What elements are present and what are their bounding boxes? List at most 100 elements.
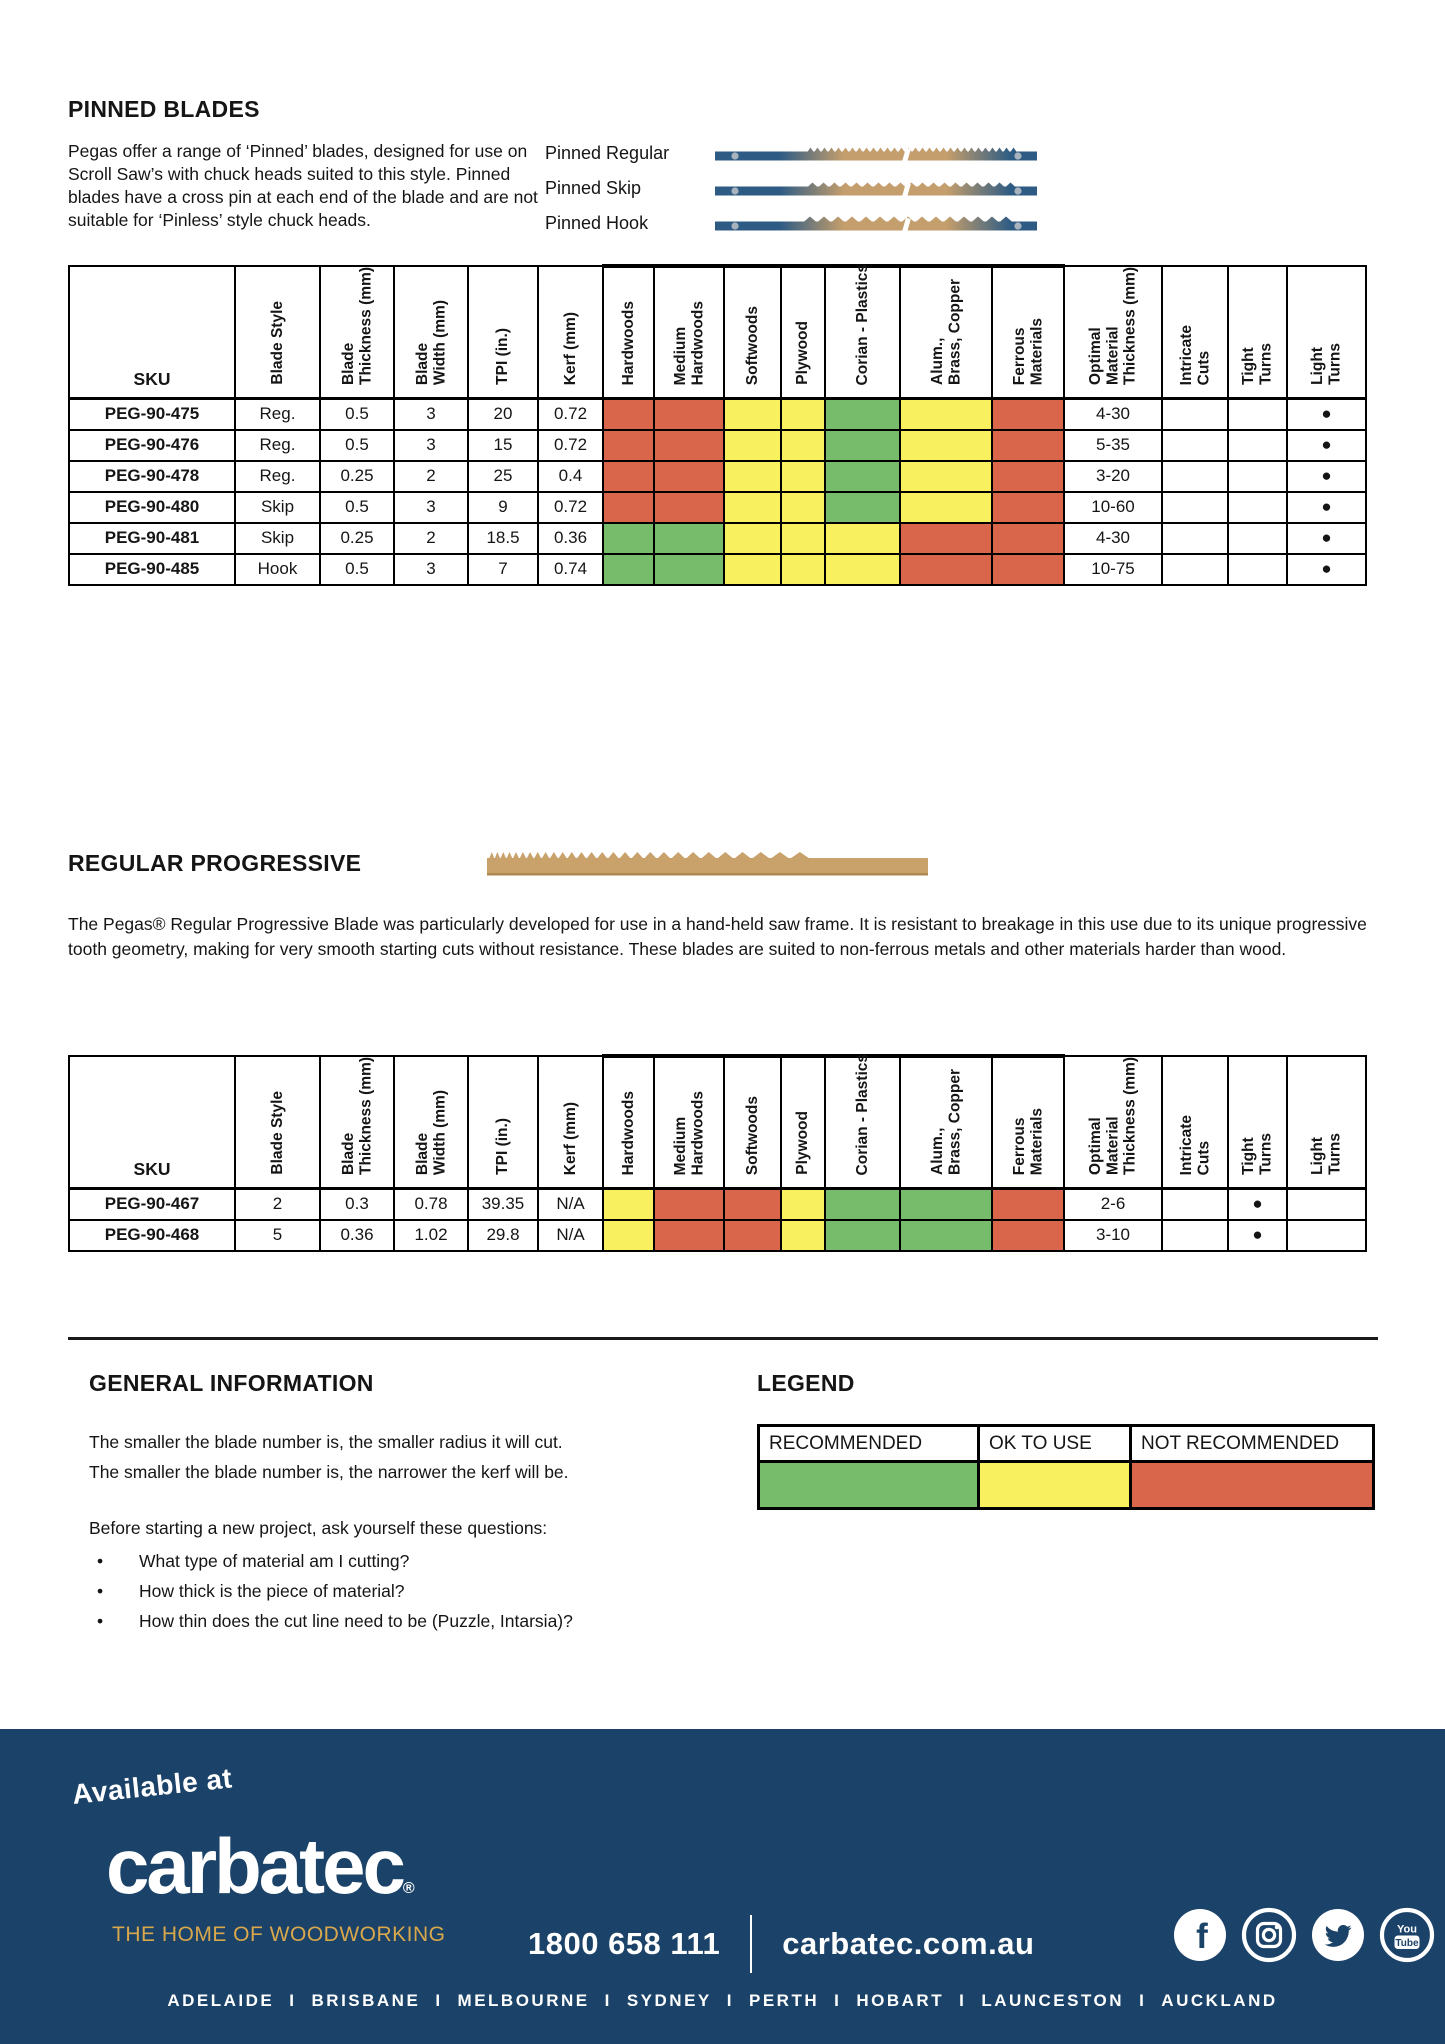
column-header: Light Turns [1286, 1055, 1367, 1191]
table-row: PEG-90-468 5 0.36 1.02 29.8 N/A 3-10 ● [68, 1218, 1367, 1252]
city-name: HOBART [856, 1991, 945, 2010]
rating-cell [780, 428, 826, 462]
column-header: Corian - Plastics [824, 264, 901, 401]
value-cell: 20 [467, 397, 539, 431]
questions-intro: Before starting a new project, ask yours… [89, 1517, 548, 1538]
pinned-blade-list: Pinned Regular Pinned Skip Pinned Ho [545, 136, 1037, 241]
value-cell: 1.02 [393, 1218, 469, 1252]
rating-cell [991, 490, 1065, 524]
pinned-intro-paragraph: Pegas offer a range of ‘Pinned’ blades, … [68, 141, 538, 230]
city-separator: I [435, 1991, 443, 2010]
rating-cell [780, 490, 826, 524]
facebook-icon: f [1174, 1909, 1226, 1961]
value-cell: 15 [467, 428, 539, 462]
rating-cell [602, 397, 655, 431]
website-url: carbatec.com.au [782, 1926, 1035, 1961]
phone-number: 1800 658 111 [528, 1926, 721, 1961]
value-cell: 5-35 [1063, 428, 1163, 462]
rating-cell [602, 490, 655, 524]
legend-table: RECOMMENDED OK TO USE NOT RECOMMENDED [757, 1424, 1375, 1510]
pinned-skip-blade-image [715, 182, 1037, 198]
column-header: Blade Style [234, 1055, 321, 1191]
available-at-text: Available at [70, 1762, 234, 1811]
value-cell: ● [1286, 552, 1367, 586]
progressive-blade-image [487, 852, 928, 876]
value-cell [1227, 552, 1288, 586]
pinned-hook-row: Pinned Hook [545, 206, 1037, 241]
rating-cell [899, 459, 993, 493]
value-cell: 10-75 [1063, 552, 1163, 586]
progressive-table: SKU Blade Style Blade Thickness (mm) Blade … [68, 1054, 1367, 1252]
legend-label: RECOMMENDED [757, 1424, 980, 1463]
regular-progressive-title: REGULAR PROGRESSIVE [68, 850, 362, 876]
value-cell: 10-60 [1063, 490, 1163, 524]
social-icons: f You Tube [1172, 1907, 1435, 1963]
value-cell: 3 [393, 552, 469, 586]
value-cell: ● [1286, 490, 1367, 524]
value-cell: 2 [393, 459, 469, 493]
progressive-header: REGULAR PROGRESSIVE [68, 850, 930, 880]
value-cell: 0.72 [537, 397, 604, 431]
legend-label: NOT RECOMMENDED [1129, 1424, 1375, 1463]
pinned-skip-row: Pinned Skip [545, 171, 1037, 206]
rating-cell [991, 1218, 1065, 1252]
rating-cell [780, 397, 826, 431]
column-header: Hardwoods [602, 1054, 655, 1191]
city-separator: I [834, 1991, 842, 2010]
table-row: PEG-90-480 Skip 0.5 3 9 0.72 10-60 ● [68, 490, 1367, 524]
sku-cell: PEG-90-476 [68, 428, 236, 462]
table-row: PEG-90-478 Reg. 0.25 2 25 0.4 3-20 ● [68, 459, 1367, 493]
column-header: Alum., Brass, Copper [899, 1054, 993, 1191]
registered-mark: ® [402, 1880, 415, 1897]
page-title: PINNED BLADES [68, 96, 260, 122]
value-cell: 0.5 [319, 428, 395, 462]
value-cell: 0.5 [319, 552, 395, 586]
value-cell: ● [1286, 459, 1367, 493]
rating-cell [899, 521, 993, 555]
value-cell: 0.25 [319, 521, 395, 555]
value-cell: 3 [393, 490, 469, 524]
svg-text:f: f [1196, 1917, 1208, 1956]
value-cell: 3-10 [1063, 1218, 1163, 1252]
rating-cell [991, 428, 1065, 462]
legend-color-swatch [977, 1460, 1132, 1510]
value-cell: 0.5 [319, 490, 395, 524]
sku-cell: PEG-90-468 [68, 1218, 236, 1252]
value-cell [1161, 1187, 1229, 1221]
table-row: PEG-90-481 Skip 0.25 2 18.5 0.36 4-30 ● [68, 521, 1367, 555]
value-cell: ● [1227, 1218, 1288, 1252]
question-bullet: What type of material am I cutting? [89, 1547, 699, 1577]
rating-cell [824, 428, 901, 462]
value-cell [1161, 397, 1229, 431]
questions-list: What type of material am I cutting? How t… [89, 1547, 699, 1636]
rating-cell [723, 1218, 782, 1252]
svg-text:Tube: Tube [1395, 1938, 1419, 1949]
table-row: PEG-90-467 2 0.3 0.78 39.35 N/A 2-6 ● [68, 1187, 1367, 1221]
question-bullet: How thin does the cut line need to be (P… [89, 1607, 699, 1637]
value-cell: ● [1286, 428, 1367, 462]
column-header: Intricate Cuts [1161, 265, 1229, 401]
pinned-blades-title: PINNED BLADES [68, 96, 260, 123]
brand-tagline: THE HOME OF WOODWORKING [112, 1923, 446, 1946]
general-information-title: GENERAL INFORMATION [89, 1370, 374, 1396]
value-cell: Skip [234, 521, 321, 555]
value-cell [1227, 428, 1288, 462]
sku-cell: PEG-90-480 [68, 490, 236, 524]
value-cell: Reg. [234, 459, 321, 493]
value-cell: N/A [537, 1218, 604, 1252]
value-cell: 0.36 [319, 1218, 395, 1252]
rating-cell [899, 552, 993, 586]
city-name: AUCKLAND [1161, 1991, 1278, 2010]
value-cell: Reg. [234, 428, 321, 462]
value-cell: 39.35 [467, 1187, 539, 1221]
rating-cell [991, 397, 1065, 431]
column-header: TPI (in.) [467, 265, 539, 401]
rating-cell [602, 521, 655, 555]
city-name: BRISBANE [311, 1991, 421, 2010]
city-separator: I [289, 1991, 297, 2010]
rating-cell [723, 397, 782, 431]
general-info-line-2: The smaller the blade number is, the nar… [89, 1461, 569, 1482]
city-separator: I [726, 1991, 734, 2010]
sku-cell: PEG-90-478 [68, 459, 236, 493]
value-cell: Reg. [234, 397, 321, 431]
